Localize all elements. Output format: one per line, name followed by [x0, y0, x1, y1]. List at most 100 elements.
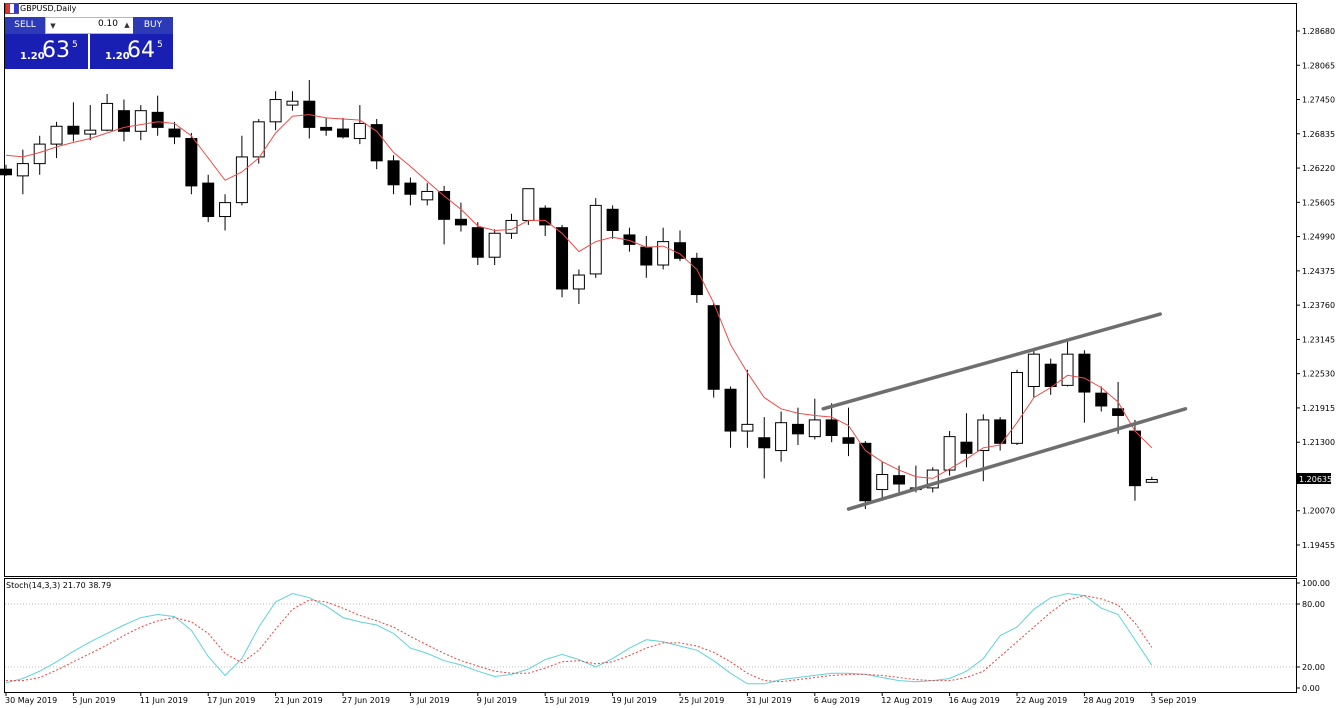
candle-body [690, 257, 703, 296]
candle-body [994, 419, 1007, 444]
time-tick-label: 3 Jul 2019 [409, 696, 449, 705]
candle-body [117, 110, 130, 132]
buy-price-prefix: 1.20 [105, 51, 130, 62]
candle-body [286, 100, 299, 106]
time-tick-label: 22 Aug 2019 [1016, 696, 1067, 705]
candle-body [960, 441, 973, 454]
stochastic-main-line [5, 592, 1153, 685]
time-tick-label: 16 Aug 2019 [949, 696, 1000, 705]
candle-body [657, 241, 670, 266]
time-tick-label: 11 Jun 2019 [140, 696, 188, 705]
time-tick-label: 21 Jun 2019 [275, 696, 323, 705]
candle-body [404, 182, 417, 195]
price-tick-label: 1.28680 [1302, 27, 1335, 36]
sell-price-prefix: 1.20 [20, 51, 45, 62]
candle-body [825, 419, 838, 437]
window-title: GBPUSD,Daily [20, 4, 77, 13]
price-tick-label: 1.26220 [1302, 164, 1335, 173]
sell-button[interactable]: SELL [5, 17, 45, 34]
candle-body [1128, 430, 1141, 487]
one-click-trade-panel: SELL ▼ 0.10 ▲ BUY 1.20 63 5 1.20 64 5 [5, 17, 173, 69]
window-flag-icon [5, 3, 19, 14]
indicator-label: Stoch(14,3,3) 21.70 38.79 [6, 581, 111, 590]
candle-body [185, 138, 198, 187]
candle-body [235, 156, 248, 204]
candle-body [219, 202, 232, 218]
candle-body [488, 232, 501, 258]
time-tick-label: 9 Jul 2019 [477, 696, 517, 705]
candle-body [893, 475, 906, 485]
candle-body [741, 423, 754, 432]
candle-body [101, 102, 114, 131]
candle-body [16, 163, 29, 177]
candle-body [1145, 479, 1158, 483]
candle-body [421, 190, 434, 201]
price-tick-label: 1.24990 [1302, 233, 1335, 242]
candle-body [775, 422, 788, 452]
candle-body [724, 388, 737, 432]
candle-body [168, 128, 181, 138]
time-tick-label: 28 Aug 2019 [1083, 696, 1134, 705]
price-tick-label: 1.23145 [1302, 335, 1335, 344]
lot-size-value: 0.10 [97, 19, 118, 29]
time-tick-label: 15 Jul 2019 [544, 696, 589, 705]
sell-price-box[interactable]: 1.20 63 5 [5, 34, 88, 69]
candle-body [640, 246, 653, 266]
candle-body [370, 124, 383, 162]
candle-body [791, 423, 804, 435]
candle-body [1044, 363, 1057, 387]
lot-size-input[interactable]: ▼ 0.10 ▲ [45, 17, 135, 34]
candle-body [926, 469, 939, 489]
indicator-frame [4, 578, 1297, 693]
candle-body [674, 242, 686, 259]
price-tick-label: 1.28065 [1302, 61, 1335, 70]
candle-body [50, 125, 63, 145]
candle-body [539, 207, 552, 226]
candle-body [1078, 353, 1091, 393]
price-tick-label: 1.23760 [1302, 301, 1335, 310]
stochastic-tick-label: 100.00 [1302, 579, 1330, 588]
stochastic-signal-line [6, 595, 1153, 683]
candle-body [337, 128, 349, 138]
buy-button[interactable]: BUY [133, 17, 173, 34]
chevron-down-icon[interactable]: ▼ [50, 22, 56, 30]
candle-body [808, 419, 821, 438]
time-tick-label: 5 Jun 2019 [72, 696, 115, 705]
time-tick-label: 12 Aug 2019 [881, 696, 932, 705]
candle-body [522, 188, 535, 221]
time-tick-label: 25 Jul 2019 [679, 696, 724, 705]
price-tick-label: 1.19455 [1302, 541, 1335, 550]
price-axis: 1.28680 1.28065 1.27450 1.26835 1.26220 1.256… [1296, 27, 1335, 550]
stochastic-levels [5, 603, 1296, 668]
candle-body [606, 208, 619, 231]
candle-body [252, 121, 265, 158]
candle-body [977, 419, 990, 452]
price-tick-label: 1.21915 [1302, 404, 1335, 413]
candle-body [269, 99, 282, 123]
time-tick-label: 30 May 2019 [5, 696, 57, 705]
candle-body [202, 182, 215, 218]
candle-body [151, 111, 164, 128]
sell-price-pips: 63 [42, 38, 70, 63]
channel-lines[interactable] [821, 312, 1188, 511]
channel-trendline[interactable] [846, 407, 1188, 511]
price-tick-label: 1.22530 [1302, 370, 1335, 379]
candle-body [572, 274, 585, 290]
stochastic-axis: 100.00 80.00 20.00 0.00 [1296, 579, 1330, 693]
chevron-up-icon[interactable]: ▲ [124, 21, 130, 29]
price-tick-label: 1.25605 [1302, 198, 1335, 207]
main-chart-frame [4, 3, 1297, 577]
candle-body [353, 122, 366, 140]
candle-body [454, 218, 467, 226]
buy-price-box[interactable]: 1.20 64 5 [90, 34, 173, 69]
current-price-marker: 1.20635 [1297, 473, 1332, 484]
price-tick-label: 1.26835 [1302, 130, 1335, 139]
candle-body [1061, 353, 1074, 386]
candle-body [1027, 353, 1040, 387]
channel-trendline[interactable] [821, 312, 1162, 411]
time-tick-label: 27 Jun 2019 [342, 696, 390, 705]
candle-body [1095, 392, 1108, 407]
buy-price-pips: 64 [127, 38, 155, 63]
current-price-label: 1.20635 [1299, 475, 1332, 484]
